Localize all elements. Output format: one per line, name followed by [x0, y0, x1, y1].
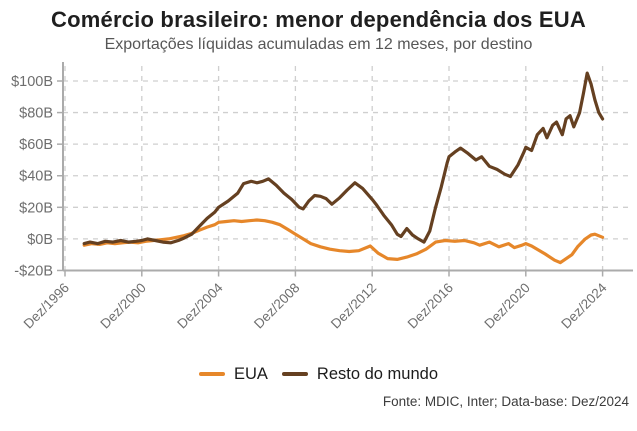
x-tick-label: Dez/2016 [405, 280, 456, 331]
legend: EUA Resto do mundo [0, 362, 637, 386]
eua-line-swatch [198, 372, 225, 377]
chart-area: $100B $80B $60B $40B $20B $0B -$20B Dez/1996 Dez… [0, 56, 637, 356]
series-line-resto-do-mundo [82, 71, 605, 246]
y-tick-label: $40B [19, 169, 53, 185]
page-subtitle: Exportações líquidas acumuladas em 12 me… [104, 36, 533, 54]
legend-item-resto-do-mundo: Resto do mundo [281, 364, 438, 384]
series-line-eua [82, 218, 605, 265]
x-tick-label: Dez/2024 [558, 280, 610, 332]
y-tick-label: $20B [19, 201, 53, 217]
y-tick-label: $80B [19, 106, 53, 122]
x-tick-label: Dez/2004 [174, 280, 226, 332]
y-tick-label: $100B [11, 74, 53, 90]
resto-do-mundo-line-swatch [281, 372, 308, 377]
x-tick-label: Dez/1996 [21, 280, 72, 331]
x-tick-label: Dez/2020 [481, 280, 532, 331]
source-note: Fonte: MDIC, Inter; Data-base: Dez/2024 [382, 394, 629, 410]
legend-item-eua: EUA [198, 364, 268, 384]
x-tick-label: Dez/2000 [97, 280, 148, 331]
y-tick-label: $0B [27, 232, 53, 248]
page-title: Comércio brasileiro: menor dependência d… [51, 7, 586, 32]
x-tick-label: Dez/2008 [251, 280, 302, 331]
legend-label-eua: EUA [233, 364, 268, 383]
legend-label-resto-do-mundo: Resto do mundo [316, 364, 438, 383]
y-tick-label: -$20B [14, 264, 53, 280]
y-tick-label: $60B [19, 137, 53, 153]
x-tick-label: Dez/2012 [328, 280, 379, 331]
